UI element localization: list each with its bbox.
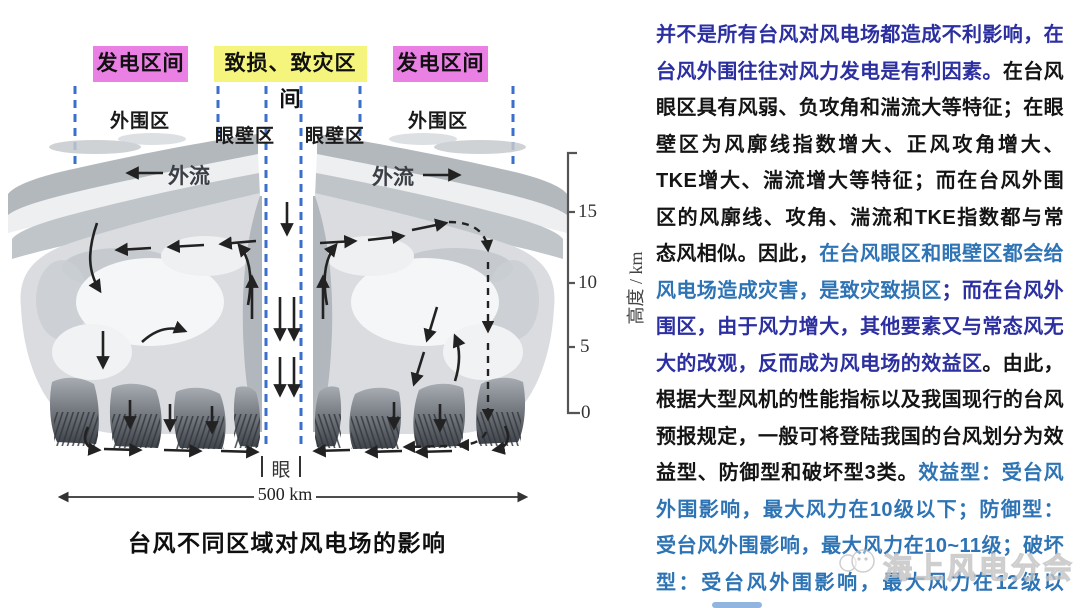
region-label-eyewall-left: 眼壁区 <box>215 126 276 147</box>
axis-tick-0: 0 <box>581 402 591 423</box>
article-segment: 在台风眼区和眼壁区都会给风电场造成灾害，是致灾致损区 <box>656 243 1065 302</box>
diagram-caption: 台风不同区域对风电场的影响 <box>128 530 447 556</box>
article-segment: 在台风眼区具有风弱、负攻角和湍流大等特征；在眼壁区为风廓线指数增大、正风攻角增大… <box>656 60 1065 266</box>
article-segment: 并不是所有台风对风电场都造成不利影响，在台风外围往往对风力发电是有利因素。 <box>656 24 1064 83</box>
subsidence-dashed-loop <box>402 220 495 454</box>
axis-tick-10: 10 <box>578 272 597 293</box>
circulation-arrows-left <box>83 166 260 459</box>
axis-title-height-km: 高度 / km <box>626 251 646 325</box>
article-text: 并不是所有台风对风电场都造成不利影响，在台风外围往往对风力发电是有利因素。在台风… <box>656 17 1064 608</box>
eye-bracket <box>261 456 301 477</box>
zone-label-damage-disaster: 致损、致灾区间 <box>214 46 367 111</box>
cloud-illustration <box>8 133 567 449</box>
diagram-canvas <box>8 86 580 503</box>
axis-tick-15: 15 <box>578 201 597 222</box>
outflow-label-left: 外流 <box>168 164 210 188</box>
typhoon-cross-section-diagram: 发电区间 致损、致灾区间 发电区间 外围区 眼壁区 眼壁区 外围区 外流 外流 … <box>8 46 646 556</box>
region-label-eyewall-right: 眼壁区 <box>305 126 366 147</box>
height-axis <box>566 151 580 415</box>
eye-label: 眼 <box>271 460 291 481</box>
zone-label-generation-left: 发电区间 <box>93 46 188 82</box>
axis-tick-5: 5 <box>580 336 590 357</box>
article-segment: 。由此，根据大型风机的性能指标以及我国现行的台风预报规定，一般可将登陆我国的台风… <box>656 352 1065 485</box>
bottom-edge-artifact <box>712 602 762 608</box>
circulation-arrows-right <box>312 168 510 459</box>
outflow-label-right: 外流 <box>372 165 414 189</box>
scale-label: 500 km <box>257 484 313 504</box>
zone-label-generation-right: 发电区间 <box>393 46 488 82</box>
region-label-outer-right: 外围区 <box>408 111 469 132</box>
eye-downdraft-arrows <box>273 202 301 398</box>
region-label-outer-left: 外围区 <box>110 111 171 132</box>
article-segment: ；而在台风外围区，由于风力增大，其他要素又与常态风无大的改观，反而成为风电场的效… <box>656 279 1065 375</box>
article-segment: 效益型：受台风外围影响，最大风力在10级以下；防御型：受台风外围影响，最大风力在… <box>656 462 1064 594</box>
